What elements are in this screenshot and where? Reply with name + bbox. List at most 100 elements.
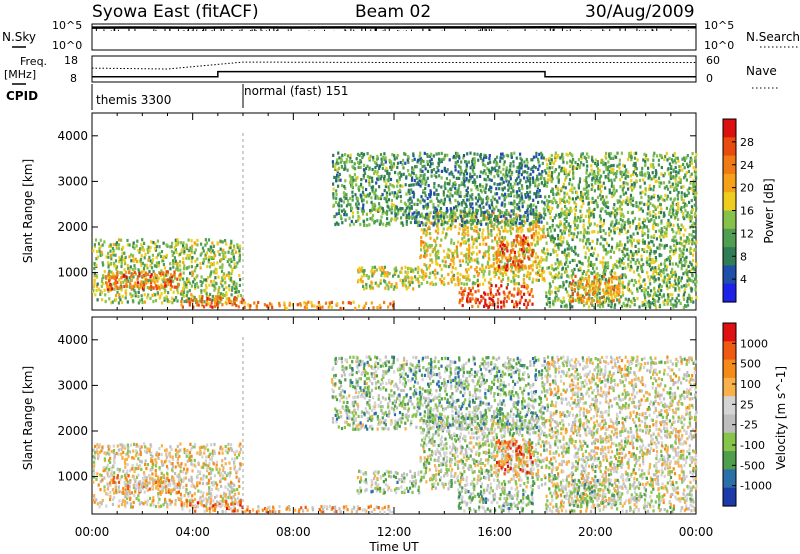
- range-cell: [171, 241, 174, 245]
- range-cell: [460, 181, 464, 185]
- range-cell: [557, 204, 560, 208]
- range-cell: [501, 156, 504, 160]
- range-cell: [688, 216, 691, 220]
- range-cell: [145, 263, 148, 267]
- range-cell: [472, 170, 475, 174]
- range-cell: [563, 253, 566, 257]
- range-cell: [464, 275, 467, 279]
- range-cell: [552, 162, 555, 166]
- range-cell: [383, 300, 386, 305]
- range-cell: [513, 151, 516, 155]
- range-cell: [682, 272, 685, 276]
- range-cell: [601, 201, 604, 205]
- range-cell: [532, 155, 535, 159]
- range-cell: [691, 273, 694, 277]
- range-cell: [477, 193, 480, 197]
- range-cell: [420, 248, 423, 252]
- range-cell: [422, 277, 425, 281]
- range-cell: [107, 263, 110, 267]
- range-cell: [658, 303, 662, 308]
- range-cell: [204, 289, 207, 293]
- range-cell: [188, 301, 192, 305]
- range-cell: [490, 264, 493, 268]
- range-cell: [690, 296, 693, 301]
- range-cell: [665, 243, 668, 248]
- range-cell: [457, 170, 460, 174]
- range-cell: [516, 240, 519, 244]
- range-cell: [618, 284, 621, 288]
- range-cell: [107, 289, 110, 293]
- range-cell: [502, 194, 505, 198]
- range-cell: [104, 275, 108, 279]
- range-cell: [417, 265, 420, 269]
- range-cell: [497, 258, 500, 262]
- range-cell: [579, 209, 582, 213]
- range-cell: [615, 246, 618, 250]
- range-cell: [118, 295, 121, 299]
- range-cell: [379, 281, 382, 285]
- range-cell: [674, 176, 677, 180]
- range-cell: [601, 197, 605, 201]
- range-cell: [120, 261, 123, 265]
- range-cell: [229, 278, 232, 282]
- range-cell: [513, 263, 516, 267]
- range-cell: [540, 181, 543, 185]
- range-cell: [521, 163, 524, 167]
- range-cell: [575, 197, 578, 201]
- range-cell: [445, 207, 448, 211]
- range-cell: [667, 256, 670, 260]
- range-cell: [521, 201, 524, 205]
- range-cell: [478, 250, 481, 254]
- range-cell: [466, 186, 469, 190]
- range-cell: [450, 211, 453, 215]
- range-cell: [532, 170, 535, 174]
- range-cell: [209, 262, 213, 266]
- range-cell: [531, 227, 535, 231]
- range-cell: [114, 278, 117, 282]
- range-cell: [652, 163, 655, 167]
- range-cell: [647, 199, 650, 203]
- range-cell: [495, 155, 499, 159]
- range-cell: [519, 178, 522, 182]
- range-cell: [526, 218, 529, 222]
- range-cell: [124, 262, 127, 266]
- range-cell: [505, 246, 508, 250]
- range-cell: [573, 227, 577, 231]
- range-cell: [649, 163, 652, 167]
- range-cell: [468, 243, 471, 247]
- range-cell: [506, 183, 510, 187]
- range-cell: [204, 253, 207, 257]
- range-cell: [501, 243, 504, 247]
- range-cell: [551, 187, 554, 191]
- range-cell: [576, 292, 579, 296]
- range-cell: [619, 264, 622, 268]
- range-cell: [153, 280, 156, 285]
- range-cell: [132, 287, 135, 291]
- range-cell: [554, 275, 557, 279]
- range-cell: [436, 216, 440, 220]
- range-cell: [409, 280, 412, 284]
- range-cell: [563, 191, 566, 195]
- range-cell: [93, 282, 96, 286]
- range-cell: [614, 209, 617, 213]
- range-cell: [354, 306, 357, 311]
- range-cell: [391, 305, 395, 309]
- range-cell: [225, 297, 228, 301]
- range-cell: [491, 293, 494, 297]
- range-cell: [649, 282, 652, 286]
- range-cell: [428, 263, 431, 268]
- range-cell: [228, 263, 231, 267]
- range-cell: [145, 281, 148, 285]
- range-cell: [582, 219, 585, 223]
- range-cell: [500, 284, 503, 288]
- range-cell: [205, 286, 208, 290]
- range-cell: [647, 286, 650, 290]
- range-cell: [592, 286, 595, 290]
- range-cell: [572, 176, 575, 180]
- range-cell: [488, 157, 491, 161]
- range-cell: [511, 170, 514, 174]
- range-cell: [434, 217, 437, 221]
- range-cell: [548, 266, 551, 270]
- range-cell: [547, 209, 550, 213]
- range-cell: [123, 268, 126, 272]
